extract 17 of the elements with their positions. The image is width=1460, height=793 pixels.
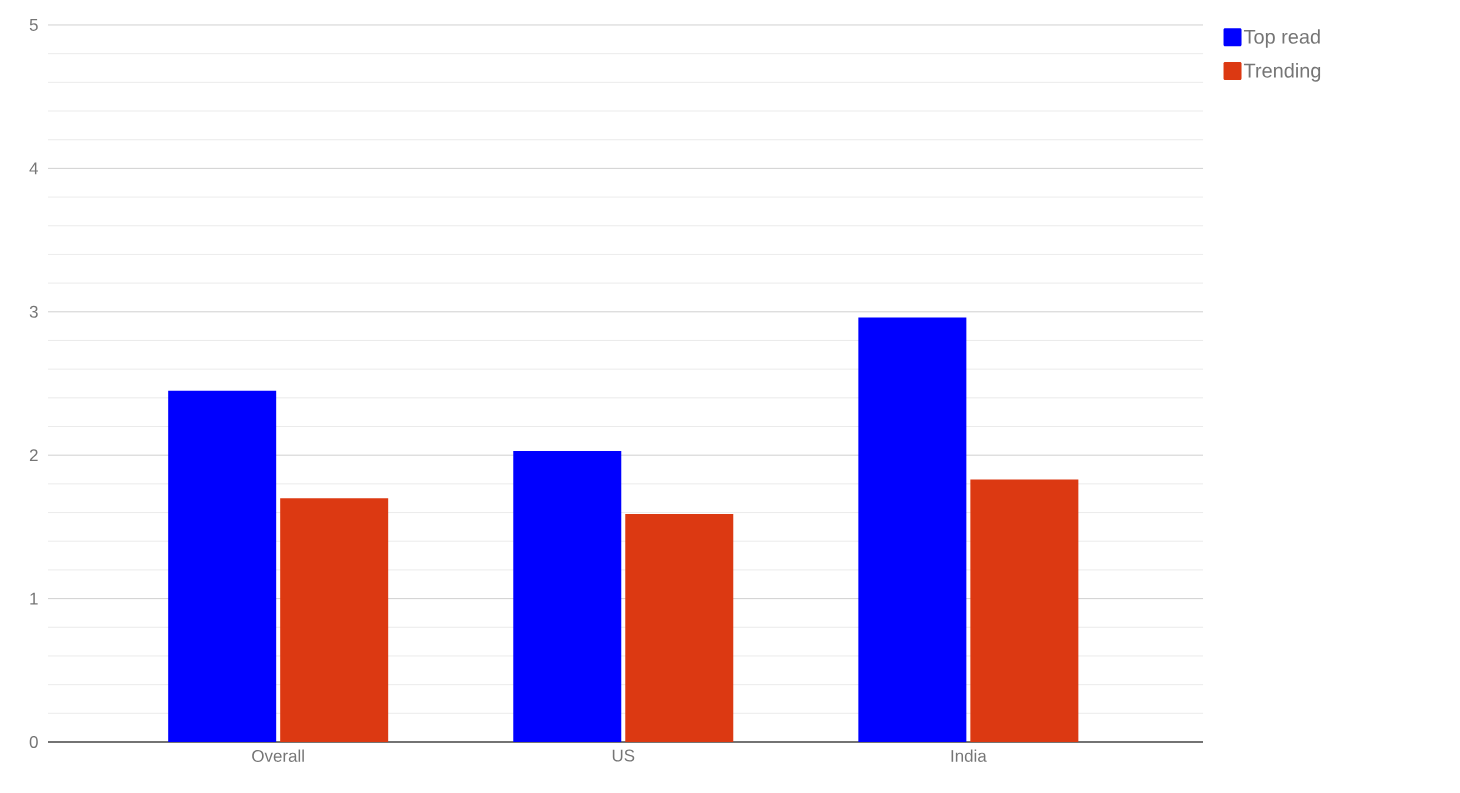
y-tick-label: 0 <box>29 736 38 748</box>
x-tick-label: Overall <box>252 749 304 762</box>
bar <box>625 513 734 742</box>
legend-label: Trending <box>1243 63 1321 82</box>
x-tick-label: US <box>612 749 635 762</box>
y-tick-label: 4 <box>29 162 38 175</box>
y-tick-label: 1 <box>30 592 38 605</box>
y-tick-label: 2 <box>29 449 38 462</box>
x-tick-label: India <box>951 749 987 762</box>
bar <box>970 479 1079 742</box>
bar <box>858 317 967 742</box>
legend-label: Top read <box>1243 29 1320 48</box>
y-tick-label: 3 <box>29 305 38 318</box>
y-tick-label: 5 <box>29 19 38 31</box>
bar <box>280 498 389 742</box>
bar <box>168 390 277 742</box>
bar <box>513 450 622 742</box>
